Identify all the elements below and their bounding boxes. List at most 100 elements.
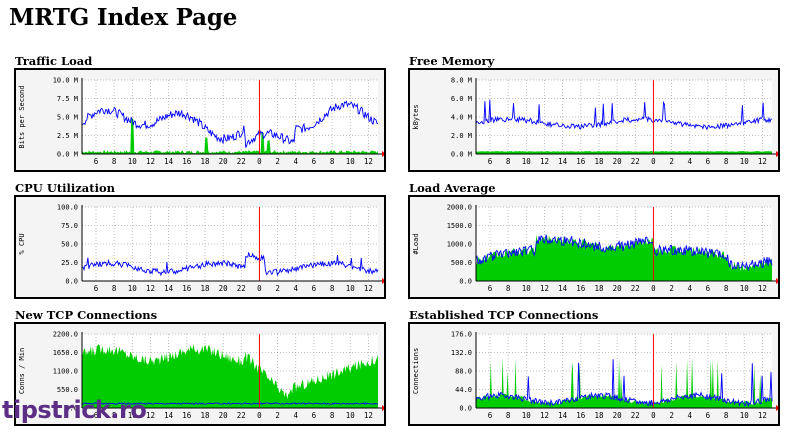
- x-tick-label: 16: [182, 284, 192, 293]
- y-tick-label: 0.0: [459, 278, 472, 286]
- x-tick-label: 16: [576, 411, 586, 420]
- y-tick-label: 50.0: [61, 241, 78, 249]
- series-input-area: [82, 343, 378, 408]
- panel-title-load-average: Load Average: [409, 181, 496, 195]
- y-tick-label: 75.0: [61, 222, 78, 230]
- y-tick-label: 8.0 M: [451, 77, 472, 85]
- y-tick-label: 44.0: [455, 386, 472, 394]
- axis-ylabel: Bits per Second: [18, 85, 26, 148]
- x-tick-label: 22: [631, 284, 640, 293]
- graph-canvas: #Load 0.0 500.0 1000.0 1500.0 2000.0 6 8 10 12 14 1…: [412, 204, 778, 293]
- x-axis-arrow-icon: [776, 151, 778, 157]
- x-tick-label: 12: [540, 411, 549, 420]
- graph-canvas: Bits per Second 0.0 M 2.5 M 5.0 M 7.5 M 10.0 …: [18, 77, 384, 166]
- y-tick-label: 100.0: [57, 204, 78, 212]
- x-tick-label: 8: [112, 411, 117, 420]
- y-tick-label: 500.0: [451, 259, 472, 267]
- x-tick-label: 2: [275, 157, 280, 166]
- x-tick-label: 12: [364, 157, 373, 166]
- x-tick-label: 16: [182, 157, 192, 166]
- x-tick-label: 8: [506, 284, 511, 293]
- series-output-line: [81, 402, 379, 405]
- x-tick-label: 12: [758, 157, 767, 166]
- graph-traffic-load[interactable]: Bits per Second 0.0 M 2.5 M 5.0 M 7.5 M 10.0 …: [14, 68, 386, 172]
- x-tick-label: 16: [576, 284, 586, 293]
- y-tick-label: 0.0 M: [57, 151, 78, 159]
- series-input-area: [476, 356, 772, 408]
- y-tick-label: 10.0 M: [53, 77, 78, 85]
- y-tick-label: 1500.0: [447, 222, 472, 230]
- graph-load-average[interactable]: #Load 0.0 500.0 1000.0 1500.0 2000.0 6 8 10 12 14 1…: [408, 195, 780, 299]
- x-tick-label: 8: [506, 157, 511, 166]
- x-tick-label: 18: [594, 411, 604, 420]
- x-tick-label: 0: [257, 284, 262, 293]
- x-tick-label: 20: [219, 411, 229, 420]
- series-input-area: [476, 234, 772, 281]
- x-tick-label: 10: [740, 284, 750, 293]
- graph-new-tcp-connections[interactable]: Conns / Min 0.0 550.0 1100.0 1650.0 2200.0 6 8 1…: [14, 322, 386, 426]
- x-tick-label: 6: [312, 284, 317, 293]
- x-tick-label: 4: [293, 411, 298, 420]
- x-tick-label: 20: [219, 157, 229, 166]
- x-tick-label: 18: [200, 157, 210, 166]
- x-tick-label: 14: [164, 411, 174, 420]
- graph-free-memory[interactable]: kBytes 0.0 M 2.0 M 4.0 M 6.0 M 8.0 M 6 8 10 12 14 1…: [408, 68, 780, 172]
- x-tick-label: 2: [275, 411, 280, 420]
- graph-established-tcp-connections[interactable]: Connections 0.0 44.0 88.0 132.0 176.0 6 8 10 12 14…: [408, 322, 780, 426]
- x-axis-arrow-icon: [382, 278, 384, 284]
- x-tick-label: 0: [257, 411, 262, 420]
- x-tick-label: 6: [94, 284, 99, 293]
- y-tick-label: 2.5 M: [57, 132, 78, 140]
- x-tick-label: 10: [522, 284, 532, 293]
- y-tick-label: 2.0 M: [451, 132, 472, 140]
- x-tick-label: 20: [613, 284, 623, 293]
- x-tick-label: 4: [293, 157, 298, 166]
- x-tick-label: 16: [182, 411, 192, 420]
- panel-title-cpu-utilization: CPU Utilization: [15, 181, 115, 195]
- x-tick-label: 22: [631, 157, 640, 166]
- x-tick-label: 2: [669, 411, 674, 420]
- x-tick-label: 8: [724, 284, 729, 293]
- x-tick-label: 22: [631, 411, 640, 420]
- y-tick-label: 1100.0: [53, 368, 78, 376]
- panel-title-traffic-load: Traffic Load: [15, 54, 93, 68]
- x-tick-label: 10: [346, 157, 356, 166]
- x-tick-label: 10: [346, 411, 356, 420]
- x-tick-label: 12: [758, 284, 767, 293]
- x-tick-label: 12: [758, 411, 767, 420]
- panel-title-established-tcp-connections: Established TCP Connections: [409, 308, 599, 322]
- x-tick-label: 14: [558, 411, 568, 420]
- x-tick-label: 8: [506, 411, 511, 420]
- y-tick-label: 0.0 M: [451, 151, 472, 159]
- x-tick-label: 4: [687, 411, 692, 420]
- x-tick-label: 4: [687, 284, 692, 293]
- x-tick-label: 6: [94, 157, 99, 166]
- x-tick-label: 14: [164, 157, 174, 166]
- graph-cpu-utilization[interactable]: % CPU 0.0 25.0 50.0 75.0 100.0 6 8 10 12 14 16 18 20 2…: [14, 195, 386, 299]
- x-tick-label: 6: [312, 157, 317, 166]
- y-tick-label: 1650.0: [53, 349, 78, 357]
- y-tick-label: 2200.0: [53, 331, 78, 339]
- x-tick-label: 18: [200, 411, 210, 420]
- x-tick-label: 8: [112, 284, 117, 293]
- y-tick-label: 88.0: [455, 368, 472, 376]
- series-output-line: [475, 359, 773, 408]
- x-tick-label: 10: [346, 284, 356, 293]
- y-tick-label: 0.0: [459, 405, 472, 413]
- x-tick-label: 10: [522, 157, 532, 166]
- x-tick-label: 18: [594, 157, 604, 166]
- x-tick-label: 14: [558, 157, 568, 166]
- y-tick-label: 4.0 M: [451, 114, 472, 122]
- axis-ylabel: kBytes: [412, 104, 420, 129]
- x-tick-label: 20: [219, 284, 229, 293]
- y-tick-label: 25.0: [61, 259, 78, 267]
- x-tick-label: 20: [613, 411, 623, 420]
- x-tick-label: 8: [330, 411, 335, 420]
- x-tick-label: 8: [724, 157, 729, 166]
- y-tick-label: 7.5 M: [57, 95, 78, 103]
- x-tick-label: 10: [522, 411, 532, 420]
- y-tick-label: 0.0: [65, 405, 78, 413]
- x-tick-label: 8: [330, 284, 335, 293]
- y-tick-label: 2000.0: [447, 204, 472, 212]
- page-title: MRTG Index Page: [9, 4, 238, 31]
